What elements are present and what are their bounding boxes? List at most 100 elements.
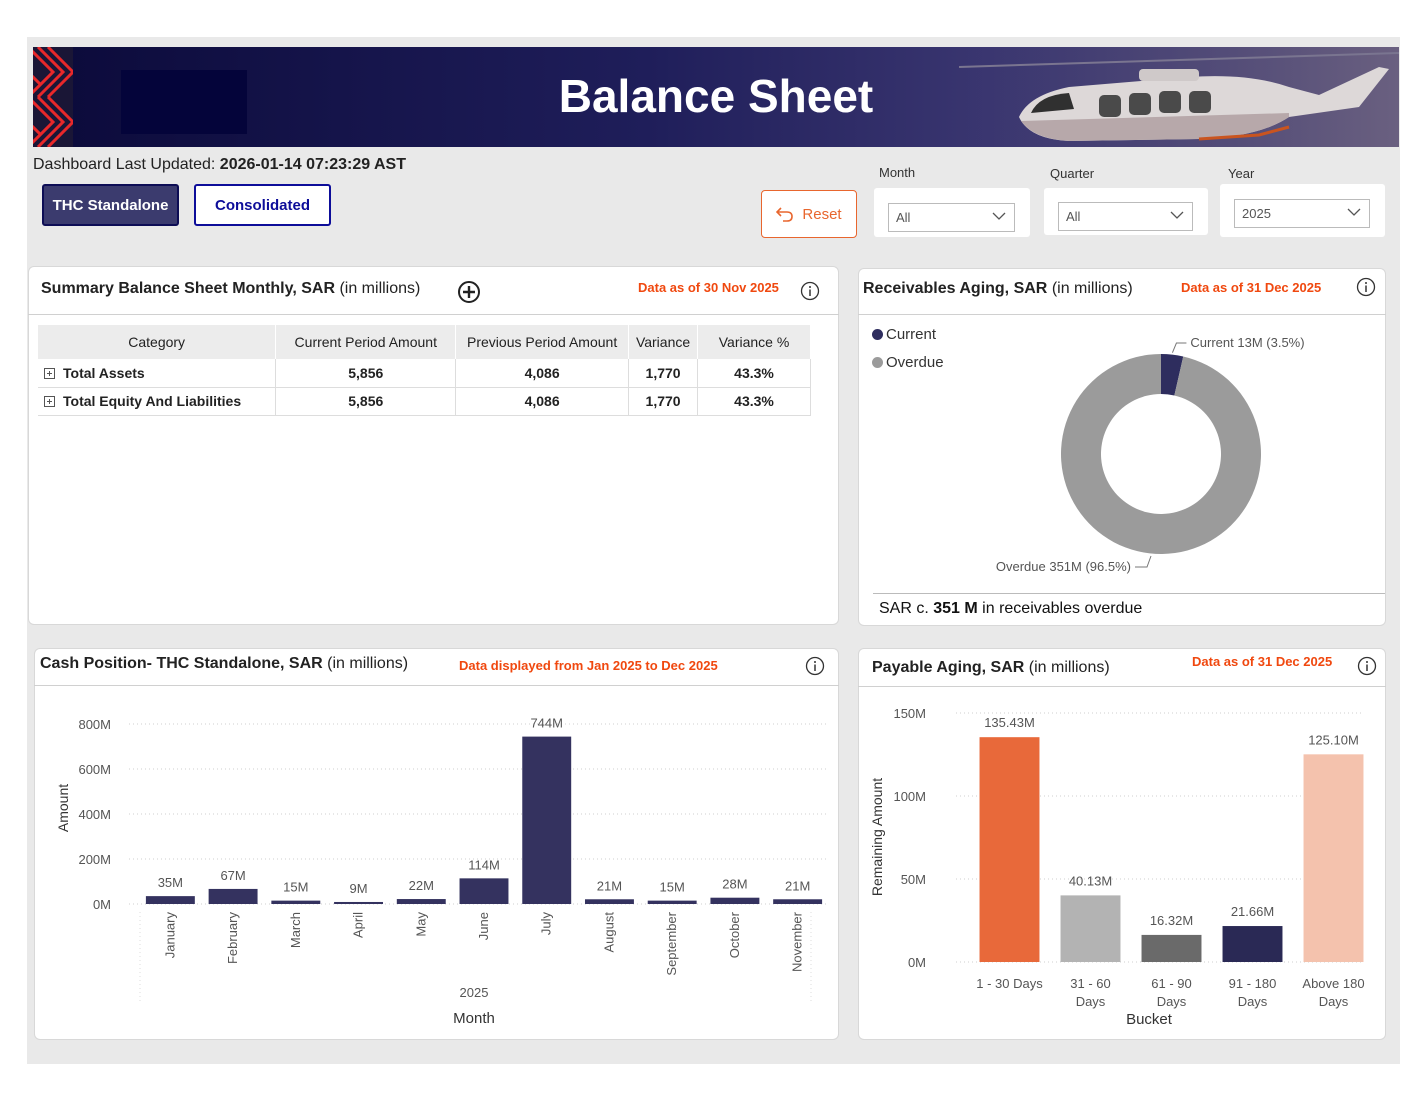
company-logo — [121, 70, 247, 134]
data-label: 21.66M — [1231, 904, 1274, 919]
col-current[interactable]: Current Period Amount — [275, 325, 457, 359]
row-category-label: Total Assets — [63, 364, 145, 381]
data-label: 21M — [785, 878, 810, 893]
helicopter-image — [959, 47, 1399, 147]
chevron-down-icon — [992, 212, 1006, 220]
data-label: 28M — [722, 877, 747, 892]
bar-november — [773, 899, 823, 904]
summary-panel-note: Data as of 30 Nov 2025 — [638, 280, 779, 295]
x-tick-label: May — [413, 912, 428, 937]
table-row[interactable]: Total Assets 5,856 4,086 1,770 43.3% — [38, 359, 811, 388]
label-leader-overdue — [1135, 555, 1152, 568]
cell-previous: 4,086 — [455, 359, 630, 388]
x-tick-label: Days — [1238, 994, 1268, 1009]
x-tick-label: 61 - 90 — [1151, 976, 1191, 991]
thc-standalone-button[interactable]: THC Standalone — [42, 184, 179, 226]
data-label: 125.10M — [1308, 732, 1359, 747]
col-variance[interactable]: Variance — [628, 325, 699, 359]
cell-current: 5,856 — [275, 359, 457, 388]
row-category[interactable]: Total Assets — [38, 359, 277, 388]
data-label: 35M — [158, 875, 183, 890]
payable-panel-note: Data as of 31 Dec 2025 — [1192, 654, 1333, 669]
receivables-panel-title: Receivables Aging, SAR (in millions) — [863, 280, 1133, 297]
x-tick-label: June — [476, 912, 491, 940]
bar-bucket — [1303, 754, 1364, 962]
payable-aging-chart: 0M 50M 100M 150M Remaining Amount 135.43M 1 - … — [869, 706, 1365, 1028]
col-category[interactable]: Category — [38, 325, 277, 359]
x-tick-label: October — [727, 911, 742, 958]
year-filter-label: Year — [1228, 166, 1255, 181]
x-group-label: 2025 — [460, 985, 489, 1000]
x-tick-label: September — [664, 911, 679, 975]
data-label-current: Current 13M (3.5%) — [1190, 335, 1304, 350]
table-row[interactable]: Total Equity And Liabilities 5,856 4,086… — [38, 387, 811, 416]
cash-position-chart: 0M 200M 400M 600M 800M Amount 35M January 67M Feb… — [55, 716, 829, 1027]
info-icon[interactable] — [1357, 656, 1377, 676]
data-label: 21M — [597, 878, 622, 893]
legend-current[interactable]: Current — [872, 326, 936, 343]
month-dropdown[interactable]: All — [888, 203, 1015, 232]
bar-bucket — [1222, 926, 1283, 962]
cell-variance-pct: 43.3% — [697, 387, 811, 416]
month-filter-label: Month — [879, 165, 916, 180]
consolidated-button[interactable]: Consolidated — [194, 184, 331, 226]
quarter-dropdown[interactable]: All — [1058, 202, 1193, 231]
bar-may — [396, 899, 446, 904]
x-tick-label: Days — [1076, 994, 1106, 1009]
add-circle-icon[interactable] — [457, 280, 481, 304]
y-tick-label: 50M — [901, 872, 926, 887]
y-tick-label: 100M — [893, 789, 926, 804]
info-icon[interactable] — [1356, 277, 1376, 297]
row-category[interactable]: Total Equity And Liabilities — [38, 387, 277, 416]
y-tick-label: 600M — [78, 762, 111, 777]
data-label: 9M — [350, 881, 368, 896]
info-icon[interactable] — [805, 656, 825, 676]
year-dropdown-value: 2025 — [1242, 206, 1271, 221]
col-previous[interactable]: Previous Period Amount — [455, 325, 630, 359]
x-tick-label: November — [790, 911, 805, 972]
data-label: 40.13M — [1069, 873, 1112, 888]
reset-button[interactable]: Reset — [761, 190, 857, 238]
reset-label: Reset — [802, 205, 842, 223]
y-axis-title: Remaining Amount — [869, 778, 885, 896]
y-tick-label: 150M — [893, 706, 926, 721]
legend-overdue-dot — [872, 357, 883, 368]
data-label: 15M — [283, 880, 308, 895]
table-header-row: Category Current Period Amount Previous … — [38, 325, 811, 359]
x-axis-title: Bucket — [1126, 1011, 1173, 1028]
x-tick-label: August — [601, 912, 616, 953]
summary-panel — [28, 266, 839, 625]
y-tick-label: 0M — [908, 955, 926, 970]
cash-panel-note: Data displayed from Jan 2025 to Dec 2025 — [459, 658, 718, 673]
y-tick-label: 400M — [78, 807, 111, 822]
panel-divider — [873, 593, 1385, 594]
y-tick-label: 0M — [93, 897, 111, 912]
expand-icon[interactable] — [44, 367, 55, 379]
row-category-label: Total Equity And Liabilities — [63, 393, 242, 409]
year-dropdown[interactable]: 2025 — [1234, 199, 1370, 228]
quarter-filter-label: Quarter — [1050, 166, 1095, 181]
bar-bucket — [1141, 934, 1202, 962]
data-label: 16.32M — [1150, 913, 1193, 928]
bar-march — [271, 900, 321, 904]
label-leader-current — [1171, 342, 1187, 353]
col-variance-pct[interactable]: Variance % — [697, 325, 811, 359]
payable-panel — [858, 648, 1386, 1040]
bar-august — [584, 899, 634, 904]
receivables-panel — [858, 268, 1386, 626]
data-label: 22M — [409, 878, 434, 893]
cell-current: 5,856 — [275, 387, 457, 416]
legend-overdue-label: Overdue — [886, 354, 944, 371]
legend-overdue[interactable]: Overdue — [872, 354, 944, 371]
expand-icon[interactable] — [44, 396, 55, 407]
cash-panel-title: Cash Position- THC Standalone, SAR (in m… — [40, 655, 409, 672]
chevron-down-icon — [1347, 208, 1361, 216]
y-axis-title: Amount — [55, 784, 71, 832]
info-icon[interactable] — [800, 281, 820, 301]
last-updated: Dashboard Last Updated: 2026-01-14 07:23… — [33, 156, 406, 173]
header-banner: Balance Sheet — [33, 47, 1399, 147]
y-tick-label: 200M — [78, 852, 111, 867]
bar-september — [647, 900, 697, 904]
cash-panel — [34, 648, 839, 1040]
x-tick-label: 31 - 60 — [1070, 976, 1110, 991]
